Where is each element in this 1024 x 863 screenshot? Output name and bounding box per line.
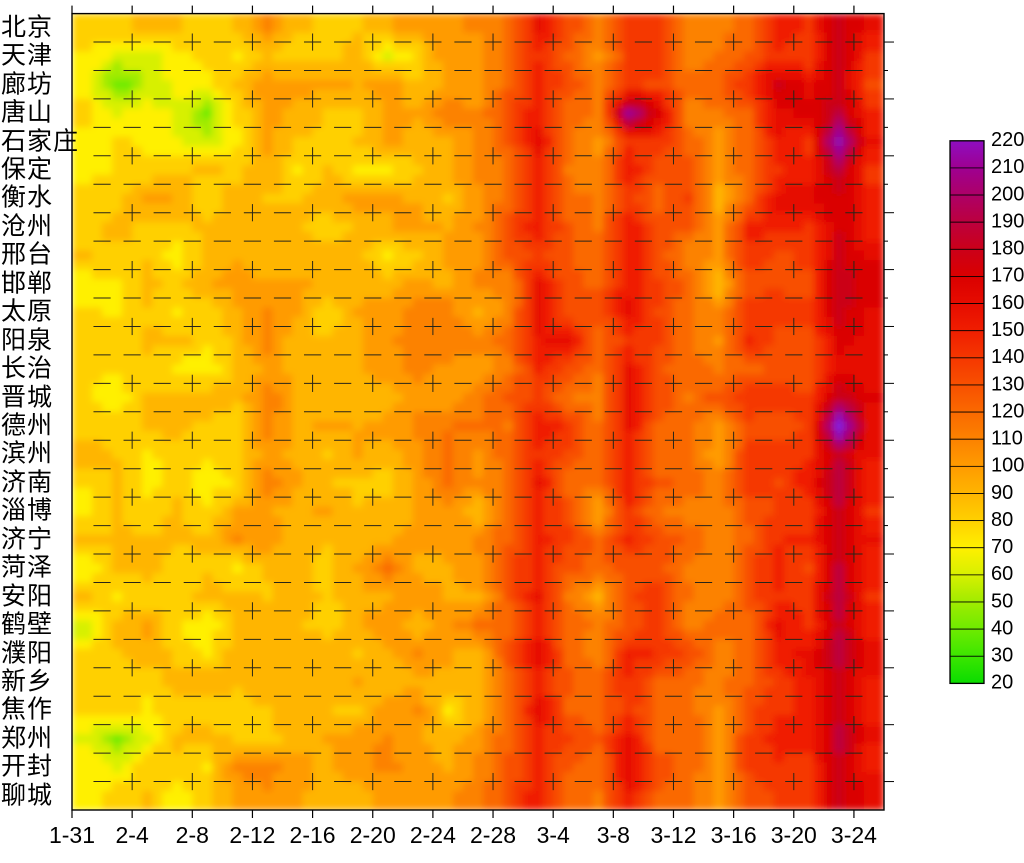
svg-text:210: 210: [991, 156, 1024, 178]
svg-text:50: 50: [991, 590, 1013, 612]
svg-text:200: 200: [991, 183, 1024, 205]
svg-text:60: 60: [991, 563, 1013, 585]
svg-text:180: 180: [991, 238, 1024, 260]
svg-text:150: 150: [991, 319, 1024, 341]
svg-text:30: 30: [991, 645, 1013, 667]
svg-text:20: 20: [991, 672, 1013, 694]
svg-text:140: 140: [991, 346, 1024, 368]
svg-text:100: 100: [991, 455, 1024, 477]
svg-text:190: 190: [991, 210, 1024, 232]
svg-text:130: 130: [991, 373, 1024, 395]
svg-text:70: 70: [991, 536, 1013, 558]
svg-text:120: 120: [991, 400, 1024, 422]
svg-text:110: 110: [991, 428, 1023, 450]
svg-text:160: 160: [991, 292, 1024, 314]
svg-text:40: 40: [991, 617, 1013, 639]
svg-text:80: 80: [991, 509, 1013, 531]
svg-text:90: 90: [991, 482, 1013, 504]
svg-text:170: 170: [991, 265, 1024, 287]
svg-text:220: 220: [991, 129, 1024, 151]
